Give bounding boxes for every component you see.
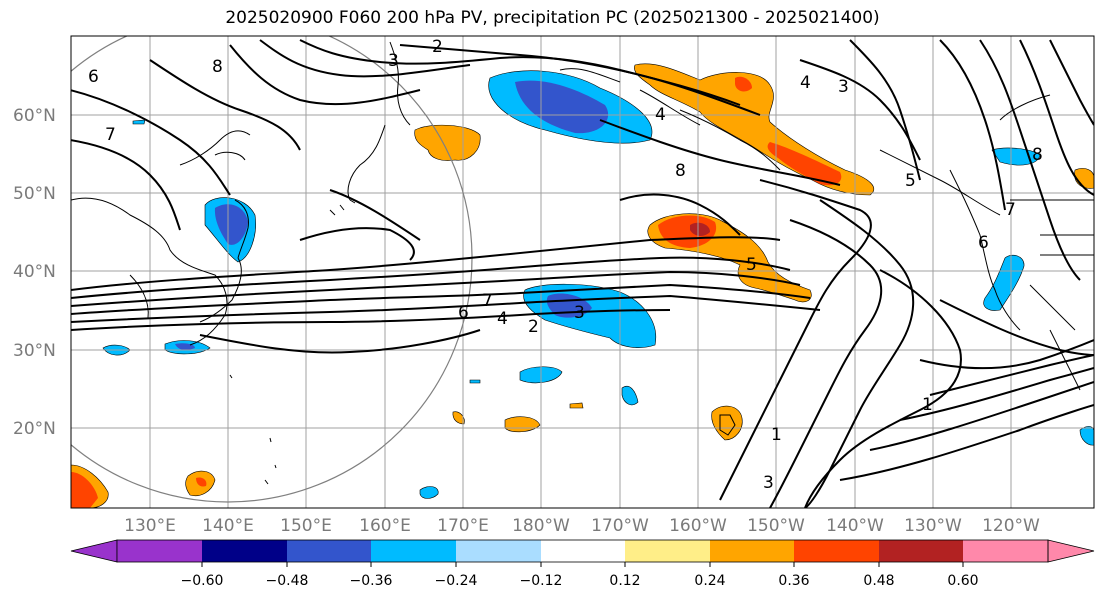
- lon-label: 130°W: [904, 516, 962, 536]
- pv-label: 5: [746, 255, 757, 275]
- pv-contours: [71, 39, 1094, 508]
- pv-label: 7: [482, 291, 493, 311]
- colorbar-ticks: [201, 562, 964, 567]
- lat-label: 20°N: [13, 419, 56, 439]
- colorbar-seg: [371, 540, 456, 562]
- map-title: 2025020900 F060 200 hPa PV, precipitatio…: [225, 8, 880, 28]
- colorbar-arrow-right: [1047, 539, 1095, 563]
- pv-label: 4: [800, 73, 811, 93]
- pv-label: 3: [763, 473, 774, 493]
- colorbar-tick-label: −0.60: [181, 573, 224, 589]
- colorbar-seg: [794, 540, 879, 562]
- pv-label: 6: [458, 303, 469, 323]
- colorbar-frame: [116, 539, 1049, 563]
- colorbar-tick-label: 0.48: [863, 573, 894, 589]
- colorbar-tick-label: −0.24: [435, 573, 478, 589]
- lon-label: 130°E: [124, 516, 176, 536]
- lat-label: 40°N: [13, 262, 56, 282]
- lon-label: 160°W: [669, 516, 727, 536]
- lat-label: 60°N: [13, 106, 56, 126]
- pv-label: 8: [212, 57, 223, 77]
- coastlines: [71, 41, 1094, 485]
- lon-label: 120°W: [982, 516, 1040, 536]
- lon-label: 170°W: [591, 516, 649, 536]
- colorbar-tick-labels: −0.60 −0.48 −0.36 −0.24 −0.12 0.12 0.24 …: [181, 573, 979, 589]
- pv-label: 3: [574, 303, 585, 323]
- colorbar-tick-label: 0.24: [694, 573, 725, 589]
- colorbar-tick-label: −0.36: [350, 573, 393, 589]
- colorbar-tick-label: 0.36: [778, 573, 809, 589]
- map-area: 2 3 6 8 7 4 8 4 5 8 7 6 3 5 6 7 4 2 3 1 …: [71, 36, 1094, 508]
- pv-label: 7: [1005, 200, 1016, 220]
- colorbar-seg: [710, 540, 794, 562]
- colorbar-seg: [456, 540, 541, 562]
- colorbar-seg: [287, 540, 371, 562]
- pv-label: 2: [432, 37, 443, 57]
- pv-label: 5: [905, 171, 916, 191]
- lat-label: 30°N: [13, 341, 56, 361]
- lon-label: 140°E: [202, 516, 254, 536]
- colorbar-seg: [879, 540, 963, 562]
- colorbar-tick-label: 0.12: [609, 573, 640, 589]
- lon-label: 160°E: [359, 516, 411, 536]
- colorbar-tick-label: 0.60: [947, 573, 978, 589]
- pv-label: 7: [105, 125, 116, 145]
- pv-label: 1: [922, 395, 933, 415]
- pv-label: 4: [497, 309, 508, 329]
- pv-label: 4: [655, 105, 666, 125]
- lon-label: 150°E: [280, 516, 332, 536]
- pv-contour-labels: 2 3 6 8 7 4 8 4 5 8 7 6 3 5 6 7 4 2 3 1 …: [88, 37, 1043, 493]
- lat-label: 50°N: [13, 184, 56, 204]
- lon-label: 150°W: [747, 516, 805, 536]
- pv-label: 2: [528, 317, 539, 337]
- colorbar-seg: [963, 540, 1048, 562]
- pv-label: 8: [1032, 145, 1043, 165]
- lon-label: 180°W: [512, 516, 570, 536]
- pv-label: 6: [978, 233, 989, 253]
- colorbar-arrow-left: [70, 539, 118, 563]
- colorbar-tick-label: −0.12: [520, 573, 563, 589]
- colorbar-seg: [541, 540, 625, 562]
- colorbar: −0.60 −0.48 −0.36 −0.24 −0.12 0.12 0.24 …: [70, 539, 1095, 589]
- pv-label: 3: [388, 51, 399, 71]
- colorbar-seg: [625, 540, 710, 562]
- pv-label: 8: [675, 161, 686, 181]
- colorbar-seg: [202, 540, 287, 562]
- map-frame: [70, 35, 1095, 509]
- pv-label: 6: [88, 67, 99, 87]
- latitude-labels: 60°N 50°N 40°N 30°N 20°N: [13, 106, 56, 439]
- lon-label: 170°E: [437, 516, 489, 536]
- pv-label: 1: [771, 425, 782, 445]
- colorbar-seg: [117, 540, 202, 562]
- lon-label: 140°W: [826, 516, 884, 536]
- longitude-labels: 130°E 140°E 150°E 160°E 170°E 180°W 170°…: [124, 516, 1040, 536]
- colorbar-tick-label: −0.48: [266, 573, 309, 589]
- pv-label: 3: [838, 77, 849, 97]
